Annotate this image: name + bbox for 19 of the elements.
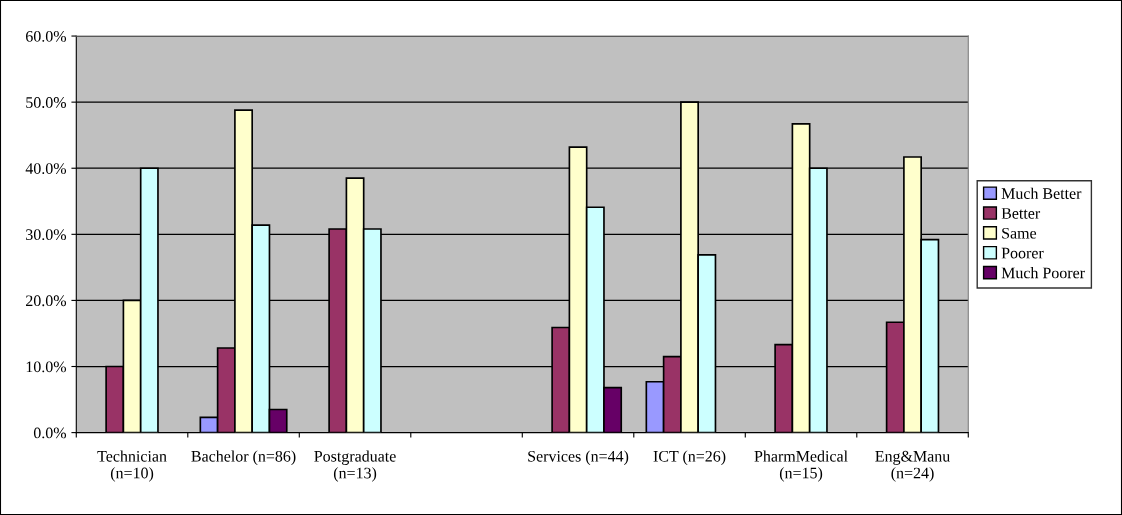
x-tick-label: PharmMedical (n=15) — [754, 450, 848, 482]
x-tick-label: Bachelor (n=86) — [191, 450, 296, 465]
y-tick-label: 50.0% — [26, 97, 67, 108]
y-tick-label: 0.0% — [33, 427, 67, 439]
legend-label: Poorer — [1001, 247, 1044, 259]
y-tick-label: 30.0% — [26, 229, 67, 241]
legend-label: Better — [1001, 208, 1041, 219]
y-tick-label: 60.0% — [26, 30, 67, 42]
legend-label: Same — [1002, 227, 1037, 239]
y-tick-label: 20.0% — [26, 295, 67, 307]
legend-label: Much Better — [1001, 187, 1082, 199]
x-tick-label: Eng&Manu (n=24) — [875, 450, 950, 482]
y-tick-label: 10.0% — [26, 361, 67, 373]
x-tick-label: Postgraduate (n=13) — [314, 450, 396, 482]
x-tick-label: Technician (n=10) — [97, 450, 167, 482]
x-tick-label: ICT (n=26) — [653, 450, 726, 465]
y-tick-label: 40.0% — [25, 163, 67, 174]
legend-label: Much Poorer — [1001, 267, 1085, 279]
x-tick-label: Services (n=44) — [528, 450, 629, 465]
